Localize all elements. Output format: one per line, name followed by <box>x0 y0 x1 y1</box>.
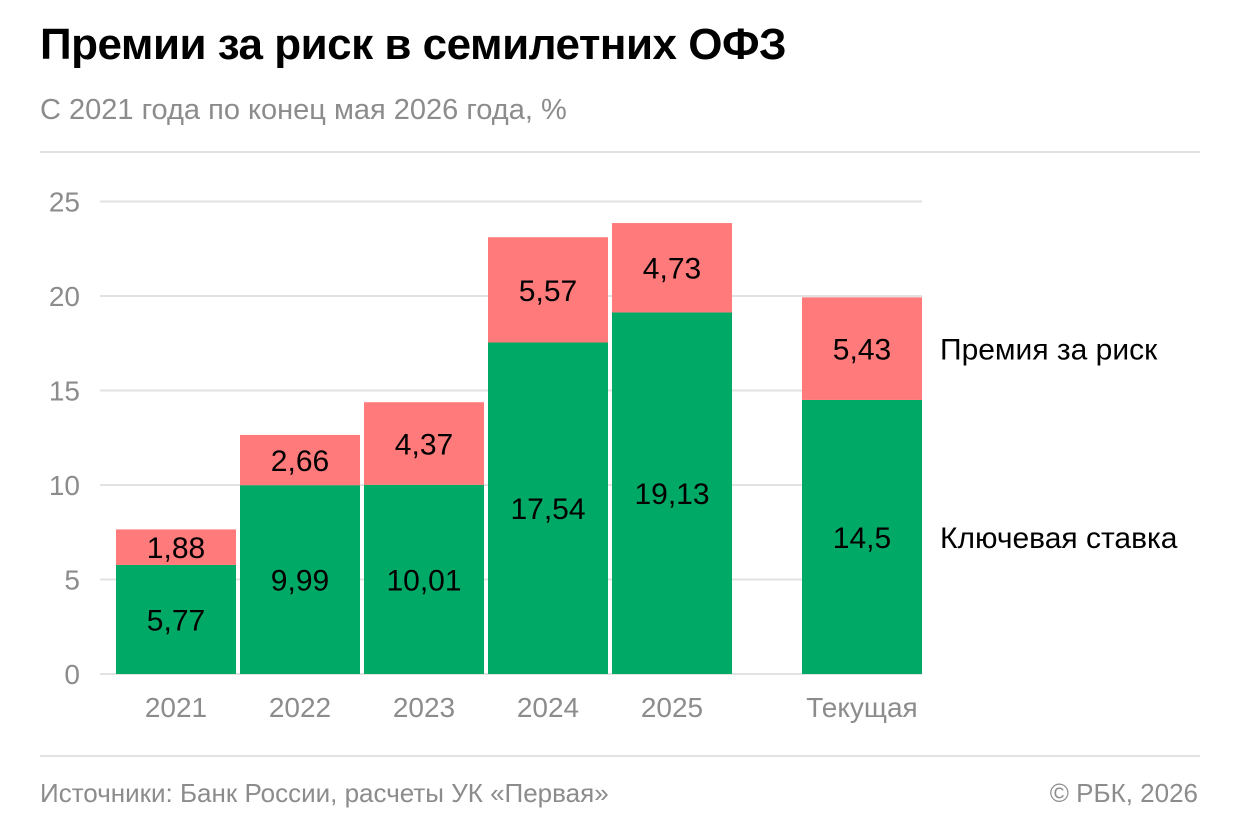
copyright: © РБК, 2026 <box>1049 778 1198 808</box>
data-label-risk-premium: 2,66 <box>271 445 329 478</box>
y-tick-label: 5 <box>64 565 80 596</box>
bar-risk-premium <box>116 529 236 565</box>
bar-risk-premium <box>612 223 732 313</box>
bar-key-rate <box>612 312 732 674</box>
bar-risk-premium <box>802 297 922 400</box>
y-tick-label: 15 <box>49 376 80 407</box>
bar-risk-premium <box>488 237 608 343</box>
x-tick-label: Текущая <box>806 692 917 723</box>
x-tick-label: 2024 <box>517 692 579 723</box>
legend-key-rate: Ключевая ставка <box>940 522 1178 555</box>
data-label-risk-premium: 1,88 <box>147 532 205 565</box>
bar-risk-premium <box>364 402 484 485</box>
data-label-key-rate: 10,01 <box>386 564 461 597</box>
bar-key-rate <box>488 342 608 674</box>
bar-key-rate <box>240 485 360 674</box>
bar-risk-premium <box>240 434 360 486</box>
x-tick-label: 2022 <box>269 692 331 723</box>
bar-key-rate <box>116 564 236 674</box>
y-tick-label: 20 <box>49 281 80 312</box>
x-tick-label: 2021 <box>145 692 207 723</box>
y-tick-label: 25 <box>49 187 80 218</box>
chart-subtitle: С 2021 года по конец мая 2026 года, % <box>40 94 567 126</box>
bottom-divider <box>40 755 1200 757</box>
data-label-key-rate: 17,54 <box>510 493 585 526</box>
data-label-key-rate: 9,99 <box>271 565 329 598</box>
data-label-risk-premium: 4,73 <box>643 253 701 286</box>
data-label-key-rate: 19,13 <box>634 478 709 511</box>
bars <box>116 223 922 674</box>
data-label-risk-premium: 5,57 <box>519 275 577 308</box>
legend-risk-premium: Премия за риск <box>940 334 1158 367</box>
data-label-risk-premium: 4,37 <box>395 429 453 462</box>
y-tick-label: 0 <box>64 659 80 690</box>
x-tick-label: 2025 <box>641 692 703 723</box>
bar-key-rate <box>802 399 922 674</box>
legend: Премия за риск Ключевая ставка <box>940 334 1178 555</box>
top-divider <box>40 151 1200 153</box>
source-note: Источники: Банк России, расчеты УК «Перв… <box>40 778 609 808</box>
data-labels: 5,77 1,88 9,99 2,66 10,01 4,37 17,54 5,57 19,13 4… <box>147 253 891 638</box>
data-label-key-rate: 5,77 <box>147 604 205 637</box>
data-label-risk-premium: 5,43 <box>833 334 891 367</box>
data-label-key-rate: 14,5 <box>833 522 891 555</box>
chart-title: Премии за риск в семилетних ОФЗ <box>40 20 787 69</box>
y-tick-label: 10 <box>49 470 80 501</box>
x-tick-label: 2023 <box>393 692 455 723</box>
bar-key-rate <box>364 484 484 674</box>
